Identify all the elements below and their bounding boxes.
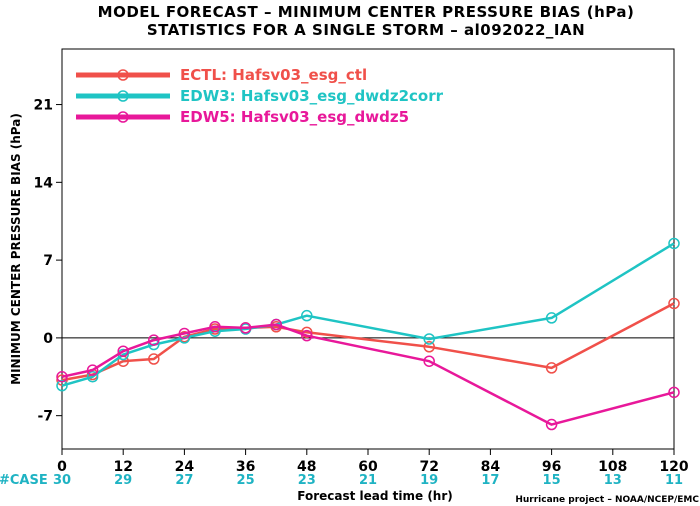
data-point [148, 353, 160, 365]
data-point [148, 334, 160, 346]
series-line [61, 302, 675, 382]
data-point [56, 371, 68, 383]
data-point [209, 321, 221, 333]
y-tick-label: 0 [43, 331, 53, 347]
x-tick-label: 72 [419, 459, 438, 475]
data-point [86, 371, 99, 383]
case-count: 21 [359, 473, 377, 488]
legend-marker [117, 69, 129, 81]
case-counts: 30 29 27 25 23 21 19 17 15 13 11 [53, 473, 683, 488]
case-count: 25 [237, 473, 255, 488]
y-tick-label: 14 [34, 175, 54, 191]
x-tick-label: 60 [358, 459, 378, 475]
data-point [668, 386, 680, 399]
case-count: 23 [298, 473, 316, 488]
y-tick-label: -7 [37, 409, 53, 425]
series-layer [56, 237, 680, 431]
x-tick-label: 0 [57, 459, 67, 475]
data-point [117, 345, 129, 357]
data-point [423, 333, 435, 345]
data-point [301, 326, 313, 339]
x-tick-label: 108 [598, 459, 627, 475]
legend-entry: ECTL: Hafsv03_esg_ctl [180, 66, 367, 84]
x-tick-label: 12 [113, 459, 132, 475]
legend-marker [117, 111, 129, 123]
series-line [61, 242, 675, 387]
case-count: 11 [665, 473, 683, 488]
series-line [61, 323, 675, 426]
x-tick-label: 36 [236, 459, 255, 475]
case-count: 15 [543, 473, 561, 488]
case-count: 30 [53, 473, 71, 488]
legend-marker [117, 90, 129, 102]
x-tick-label: 120 [659, 459, 688, 475]
legend-entry: EDW3: Hafsv03_esg_dwdz2corr [180, 87, 444, 105]
data-point [301, 309, 313, 322]
case-count: 19 [420, 473, 438, 488]
credit: Hurricane project – NOAA/NCEP/EMC [515, 495, 699, 505]
y-axis-ticks: -7 0 7 14 21 [34, 98, 62, 425]
case-count: 29 [114, 473, 132, 488]
data-point [668, 237, 680, 250]
chart-title: MODEL FORECAST – MINIMUM CENTER PRESSURE… [98, 3, 635, 21]
data-point [423, 355, 435, 367]
data-point [668, 297, 680, 310]
legend: ECTL: Hafsv03_esg_ctl EDW3: Hafsv03_esg_d… [76, 66, 444, 126]
case-count: 13 [604, 473, 622, 488]
x-tick-label: 84 [481, 459, 501, 475]
case-count: 27 [175, 473, 193, 488]
series-1 [56, 237, 680, 392]
y-axis-label: MINIMUM CENTER PRESSURE BIAS (hPa) [9, 113, 23, 385]
y-tick-label: 21 [34, 98, 53, 114]
chart-subtitle: STATISTICS FOR A SINGLE STORM – al092022… [147, 21, 585, 39]
data-point [270, 318, 282, 331]
case-count: 17 [481, 473, 499, 488]
y-tick-label: 7 [43, 253, 53, 269]
x-axis-ticks: 0 12 24 36 48 60 72 84 96 108 120 [57, 449, 689, 475]
data-point [239, 322, 252, 334]
data-point [545, 418, 558, 431]
data-point [545, 312, 558, 324]
data-point [545, 362, 558, 374]
series-2 [56, 318, 680, 431]
data-point [301, 329, 313, 342]
data-point [178, 327, 191, 340]
x-tick-label: 48 [297, 459, 316, 475]
data-point [86, 364, 99, 376]
x-axis-label: Forecast lead time (hr) [297, 489, 453, 503]
data-point [56, 379, 68, 392]
x-tick-label: 24 [175, 459, 195, 475]
legend-entry: EDW5: Hafsv03_esg_dwdz5 [180, 108, 409, 126]
case-label: #CASE [0, 473, 48, 488]
data-point [423, 341, 435, 353]
x-tick-label: 96 [542, 459, 561, 475]
